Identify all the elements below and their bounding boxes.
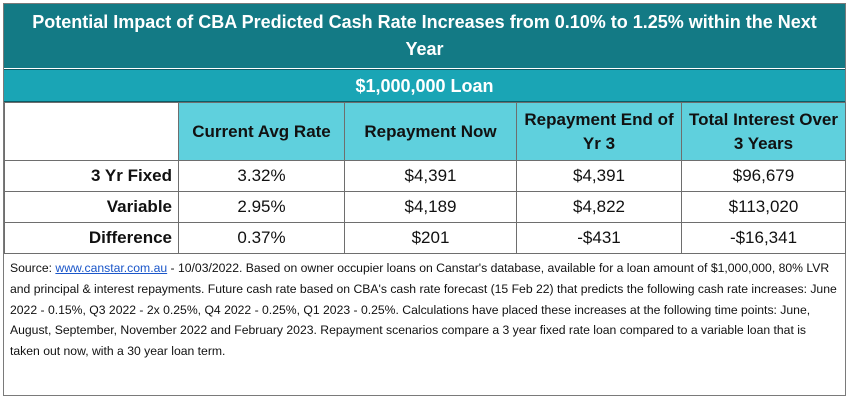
- table-title: Potential Impact of CBA Predicted Cash R…: [4, 4, 845, 68]
- table-cell: $96,679: [681, 160, 846, 192]
- table-cell: 2.95%: [178, 191, 345, 223]
- table-cell: -$16,341: [681, 222, 846, 254]
- comparison-table: Current Avg Rate Repayment Now Repayment…: [4, 102, 846, 254]
- row-label: 3 Yr Fixed: [4, 160, 179, 192]
- row-label: Variable: [4, 191, 179, 223]
- table-cell: 0.37%: [178, 222, 345, 254]
- column-header: Total Interest Over 3 Years: [681, 102, 846, 161]
- table-cell: $4,189: [344, 191, 517, 223]
- loan-amount-subtitle: $1,000,000 Loan: [4, 69, 845, 102]
- table-cell: -$431: [516, 222, 682, 254]
- impact-table-card: Potential Impact of CBA Predicted Cash R…: [3, 3, 846, 396]
- row-label: Difference: [4, 222, 179, 254]
- table-cell: $4,391: [344, 160, 517, 192]
- table-cell: $113,020: [681, 191, 846, 223]
- table-cell: 3.32%: [178, 160, 345, 192]
- table-cell: $201: [344, 222, 517, 254]
- table-row: Difference 0.37% $201 -$431 -$16,341: [4, 222, 846, 254]
- table-row: 3 Yr Fixed 3.32% $4,391 $4,391 $96,679: [4, 160, 846, 192]
- column-header: Repayment Now: [344, 102, 517, 161]
- source-note: Source: www.canstar.com.au - 10/03/2022.…: [4, 256, 845, 362]
- source-link[interactable]: www.canstar.com.au: [55, 261, 168, 275]
- column-header: Repayment End of Yr 3: [516, 102, 682, 161]
- column-header: Current Avg Rate: [178, 102, 345, 161]
- table-row: Variable 2.95% $4,189 $4,822 $113,020: [4, 191, 846, 223]
- header-row: Current Avg Rate Repayment Now Repayment…: [4, 102, 846, 161]
- table-cell: $4,822: [516, 191, 682, 223]
- table-cell: $4,391: [516, 160, 682, 192]
- source-text: - 10/03/2022. Based on owner occupier lo…: [10, 261, 837, 359]
- header-blank-cell: [4, 102, 179, 161]
- source-prefix: Source:: [10, 261, 56, 275]
